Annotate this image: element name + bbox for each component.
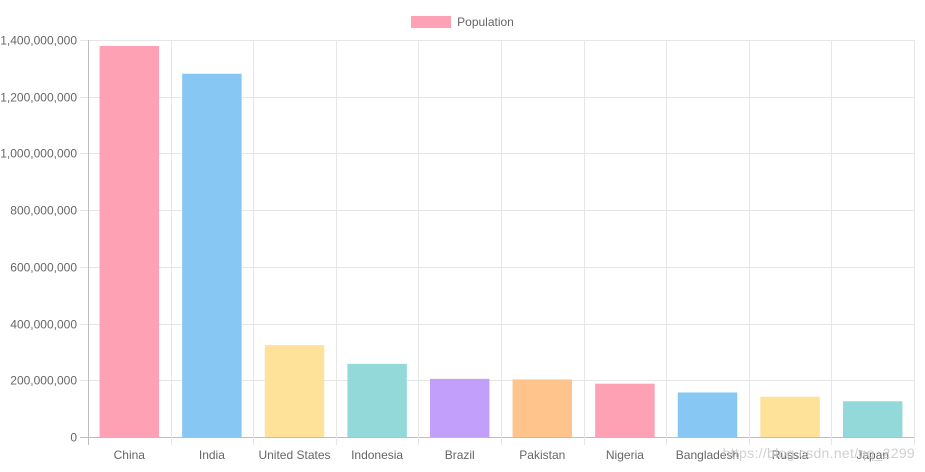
y-tick-label: 400,000,000	[10, 318, 77, 332]
y-tick-label: 1,400,000,000	[0, 34, 77, 48]
y-tick-label: 200,000,000	[10, 374, 77, 388]
x-tick-label: Indonesia	[351, 448, 403, 462]
y-tick-label: 1,000,000,000	[0, 147, 77, 161]
y-tick-label: 600,000,000	[10, 261, 77, 275]
bar-brazil[interactable]	[429, 378, 490, 437]
legend-swatch	[411, 16, 452, 28]
watermark-text: https://blog.csdn.net/qq_2299	[722, 445, 915, 461]
bar-china[interactable]	[99, 45, 160, 438]
legend-label: Population	[457, 15, 514, 29]
x-tick-label: Brazil	[445, 448, 475, 462]
bar-bangladesh[interactable]	[677, 392, 738, 437]
bar-india[interactable]	[182, 73, 242, 438]
x-tick-label: Pakistan	[519, 448, 565, 462]
y-tick-label: 800,000,000	[10, 204, 77, 218]
y-tick-label: 0	[70, 431, 77, 445]
bar-japan[interactable]	[842, 401, 903, 437]
bar-pakistan[interactable]	[512, 379, 573, 437]
x-tick-label: India	[199, 448, 225, 462]
chart-legend[interactable]: Population	[0, 15, 925, 29]
x-tick-label: United States	[258, 448, 330, 462]
bar-united-states[interactable]	[264, 345, 325, 437]
x-tick-label: Nigeria	[606, 448, 644, 462]
x-tick-label: Japan	[856, 448, 889, 462]
bar-indonesia[interactable]	[347, 363, 407, 437]
bar-nigeria[interactable]	[595, 383, 655, 437]
y-tick-label: 1,200,000,000	[0, 91, 77, 105]
x-tick-label: Russia	[772, 448, 809, 462]
x-tick-label: China	[114, 448, 146, 462]
x-tick-label: Bangladesh	[676, 448, 739, 462]
bar-russia[interactable]	[760, 396, 820, 437]
